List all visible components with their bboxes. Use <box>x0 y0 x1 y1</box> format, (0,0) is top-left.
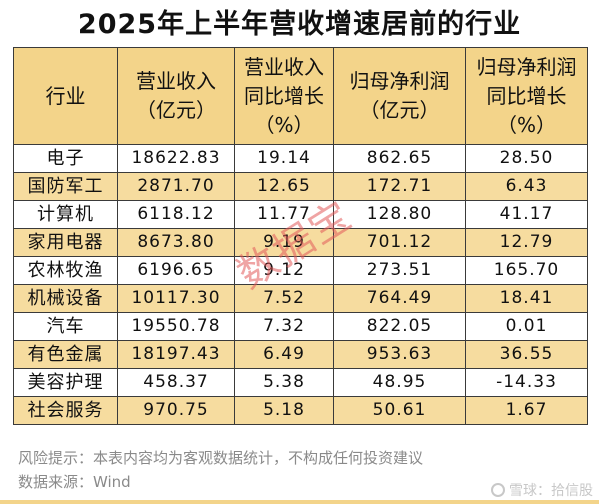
cell-net-profit: 822.05 <box>333 312 466 341</box>
cell-revenue: 19550.78 <box>117 312 235 341</box>
cell-revenue: 970.75 <box>117 396 235 425</box>
cell-revenue-growth: 6.49 <box>234 340 334 369</box>
table-row: 汽车 19550.78 7.32 822.05 0.01 <box>13 312 588 341</box>
header-line: 行业 <box>45 83 86 108</box>
cell-industry: 计算机 <box>13 200 118 229</box>
cell-revenue-growth: 11.77 <box>234 200 334 229</box>
cell-revenue: 458.37 <box>117 368 235 397</box>
cell-revenue-growth: 12.65 <box>234 172 334 201</box>
header-revenue-growth: 营业收入 同比增长 （%） <box>234 47 334 145</box>
cell-industry: 国防军工 <box>13 172 118 201</box>
table-row: 国防军工 2871.70 12.65 172.71 6.43 <box>13 172 588 201</box>
cell-profit-growth: 41.17 <box>465 200 588 229</box>
cell-net-profit: 273.51 <box>333 256 466 285</box>
cell-revenue: 6196.65 <box>117 256 235 285</box>
cell-profit-growth: 36.55 <box>465 340 588 369</box>
table-row: 电子 18622.83 19.14 862.65 28.50 <box>13 144 588 173</box>
cell-revenue: 2871.70 <box>117 172 235 201</box>
table-row: 有色金属 18197.43 6.49 953.63 36.55 <box>13 340 588 369</box>
cell-net-profit: 764.49 <box>333 284 466 313</box>
cell-net-profit: 953.63 <box>333 340 466 369</box>
cell-net-profit: 48.95 <box>333 368 466 397</box>
cell-revenue-growth: 9.12 <box>234 256 334 285</box>
cell-industry: 有色金属 <box>13 340 118 369</box>
header-net-profit: 归母净利润 （亿元） <box>333 47 466 145</box>
table-row: 社会服务 970.75 5.18 50.61 1.67 <box>13 396 588 425</box>
cell-industry: 家用电器 <box>13 228 118 257</box>
header-revenue: 营业收入 （亿元） <box>117 47 235 145</box>
cell-revenue: 6118.12 <box>117 200 235 229</box>
cell-industry: 社会服务 <box>13 396 118 425</box>
site-watermark: 雪球：拾信股 <box>491 480 593 500</box>
header-line: 同比增长 <box>486 83 567 108</box>
header-line: 归母净利润 <box>476 54 577 79</box>
cell-net-profit: 50.61 <box>333 396 466 425</box>
cell-profit-growth: 12.79 <box>465 228 588 257</box>
table-row: 美容护理 458.37 5.38 48.95 -14.33 <box>13 368 588 397</box>
cell-net-profit: 862.65 <box>333 144 466 173</box>
header-line: （亿元） <box>136 98 216 122</box>
bottom-band <box>0 500 599 504</box>
cell-revenue-growth: 9.19 <box>234 228 334 257</box>
cell-net-profit: 128.80 <box>333 200 466 229</box>
cell-profit-growth: -14.33 <box>465 368 588 397</box>
cell-revenue-growth: 19.14 <box>234 144 334 173</box>
header-line: 营业收入 <box>136 69 216 93</box>
header-profit-growth: 归母净利润 同比增长 （%） <box>465 47 588 145</box>
cell-profit-growth: 0.01 <box>465 312 588 341</box>
table-header-row: 行业 营业收入 （亿元） 营业收入 同比增长 （%） 归母净利润 （亿元） 归母… <box>13 47 588 145</box>
cell-net-profit: 701.12 <box>333 228 466 257</box>
cell-revenue: 8673.80 <box>117 228 235 257</box>
industry-table: 行业 营业收入 （亿元） 营业收入 同比增长 （%） 归母净利润 （亿元） 归母… <box>13 47 588 425</box>
cell-net-profit: 172.71 <box>333 172 466 201</box>
footer: 风险提示：本表内容均为客观数据统计，不构成任何投资建议 数据来源：Wind <box>0 445 599 504</box>
table-row: 计算机 6118.12 11.77 128.80 41.17 <box>13 200 588 229</box>
cell-revenue-growth: 7.32 <box>234 312 334 341</box>
header-line: 同比增长 <box>244 83 324 108</box>
table-row: 农林牧渔 6196.65 9.12 273.51 165.70 <box>13 256 588 285</box>
cell-revenue-growth: 5.38 <box>234 368 334 397</box>
table-row: 机械设备 10117.30 7.52 764.49 18.41 <box>13 284 588 313</box>
cell-profit-growth: 6.43 <box>465 172 588 201</box>
data-source: 数据来源：Wind <box>18 473 131 491</box>
header-line: （%） <box>254 112 314 137</box>
header-industry: 行业 <box>13 47 118 145</box>
page-title: 2025年上半年营收增速居前的行业 <box>77 9 522 40</box>
header-line: 归母净利润 <box>349 69 450 93</box>
cell-profit-growth: 1.67 <box>465 396 588 425</box>
watermark-text: 雪球：拾信股 <box>509 483 593 499</box>
cell-profit-growth: 18.41 <box>465 284 588 313</box>
header-line: （%） <box>496 112 556 137</box>
table-row: 家用电器 8673.80 9.19 701.12 12.79 <box>13 228 588 257</box>
header-line: 营业收入 <box>244 54 324 79</box>
cell-revenue: 18197.43 <box>117 340 235 369</box>
header-line: （亿元） <box>359 98 440 122</box>
cell-revenue: 18622.83 <box>117 144 235 173</box>
cell-industry: 农林牧渔 <box>13 256 118 285</box>
cell-revenue-growth: 7.52 <box>234 284 334 313</box>
snowball-icon <box>491 483 505 497</box>
cell-industry: 机械设备 <box>13 284 118 313</box>
cell-profit-growth: 28.50 <box>465 144 588 173</box>
cell-revenue-growth: 5.18 <box>234 396 334 425</box>
cell-revenue: 10117.30 <box>117 284 235 313</box>
cell-profit-growth: 165.70 <box>465 256 588 285</box>
cell-industry: 美容护理 <box>13 368 118 397</box>
risk-notice: 风险提示：本表内容均为客观数据统计，不构成任何投资建议 <box>18 449 424 467</box>
cell-industry: 汽车 <box>13 312 118 341</box>
cell-industry: 电子 <box>13 144 118 173</box>
